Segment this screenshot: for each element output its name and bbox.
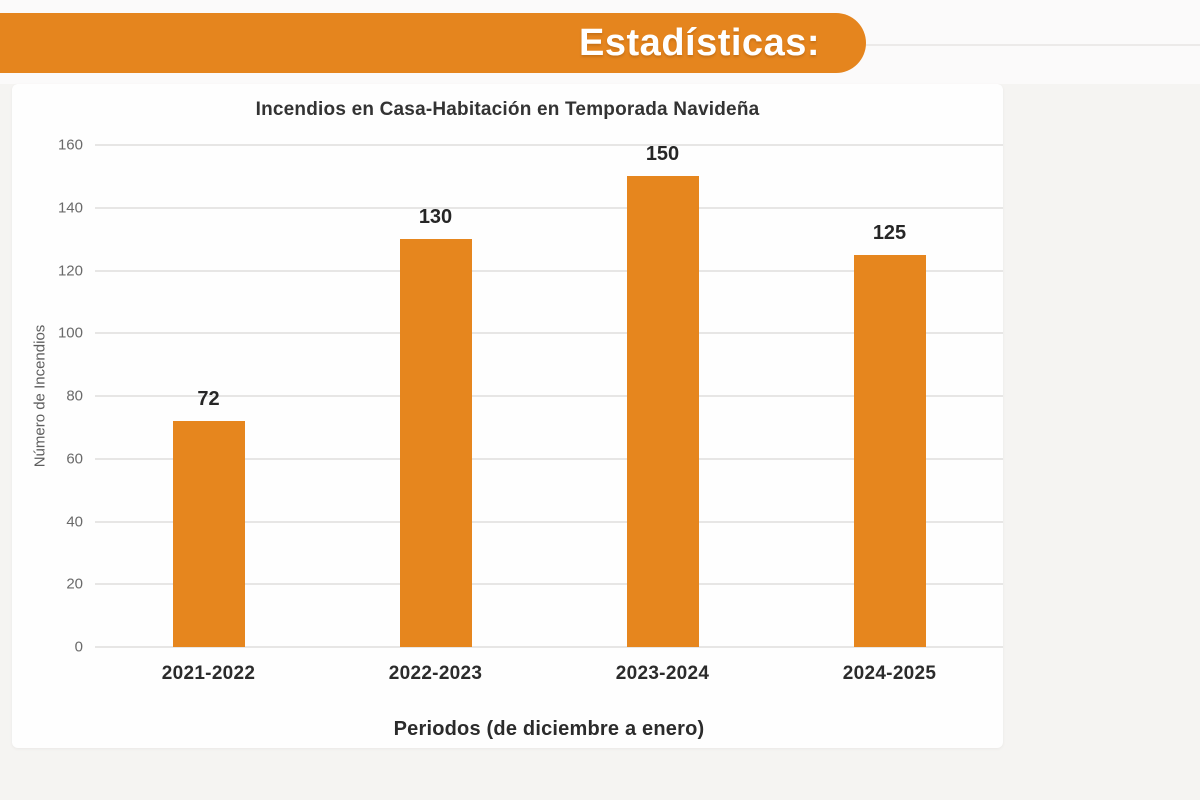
bar-2021-2022 — [172, 421, 245, 647]
gridline — [95, 269, 1003, 272]
gridline — [95, 646, 1003, 648]
x-tick-label: 2023-2024 — [615, 663, 710, 684]
chart-title: Incendios en Casa-Habitación en Temporad… — [255, 99, 760, 120]
bar-value-label: 125 — [872, 221, 907, 244]
y-tick-label: 160 — [57, 136, 83, 154]
x-tick-label: 2024-2025 — [842, 663, 937, 684]
y-tick-label: 140 — [57, 199, 83, 217]
bar-value-label: 150 — [645, 143, 680, 166]
bar-value-label: 72 — [197, 388, 220, 411]
gridline — [95, 332, 1003, 335]
plot-area: 0 20 40 60 80 100 120 140 160 72 2021-2022 130 2022-… — [58, 137, 1003, 684]
gridline — [95, 144, 1003, 146]
header-banner: Estadísticas: — [0, 13, 866, 73]
gridline — [95, 520, 1003, 523]
x-axis-label: Periodos (de diciembre a enero) — [393, 718, 705, 740]
y-tick-label: 0 — [74, 638, 83, 656]
y-tick-label: 20 — [66, 575, 83, 593]
y-axis-label: Número de Incendios — [31, 324, 49, 468]
gridline — [95, 395, 1003, 397]
gridline — [95, 457, 1003, 460]
gridline — [95, 583, 1003, 586]
x-tick-label: 2021-2022 — [161, 663, 256, 684]
header-title: Estadísticas: — [579, 21, 820, 64]
y-tick-label: 60 — [66, 450, 83, 468]
y-tick-label: 40 — [66, 513, 83, 530]
y-tick-label: 80 — [66, 387, 83, 405]
y-tick-label: 120 — [57, 262, 83, 279]
header-divider-line — [866, 44, 1200, 46]
chart-card: Incendios en Casa-Habitación en Temporad… — [12, 84, 1003, 748]
bar-2024-2025 — [853, 254, 926, 647]
bar-2022-2023 — [399, 239, 472, 647]
bar-2023-2024 — [626, 176, 699, 647]
x-tick-label: 2022-2023 — [388, 663, 483, 684]
y-tick-label: 100 — [57, 324, 83, 342]
bar-value-label: 130 — [418, 206, 453, 229]
gridline — [95, 206, 1003, 209]
